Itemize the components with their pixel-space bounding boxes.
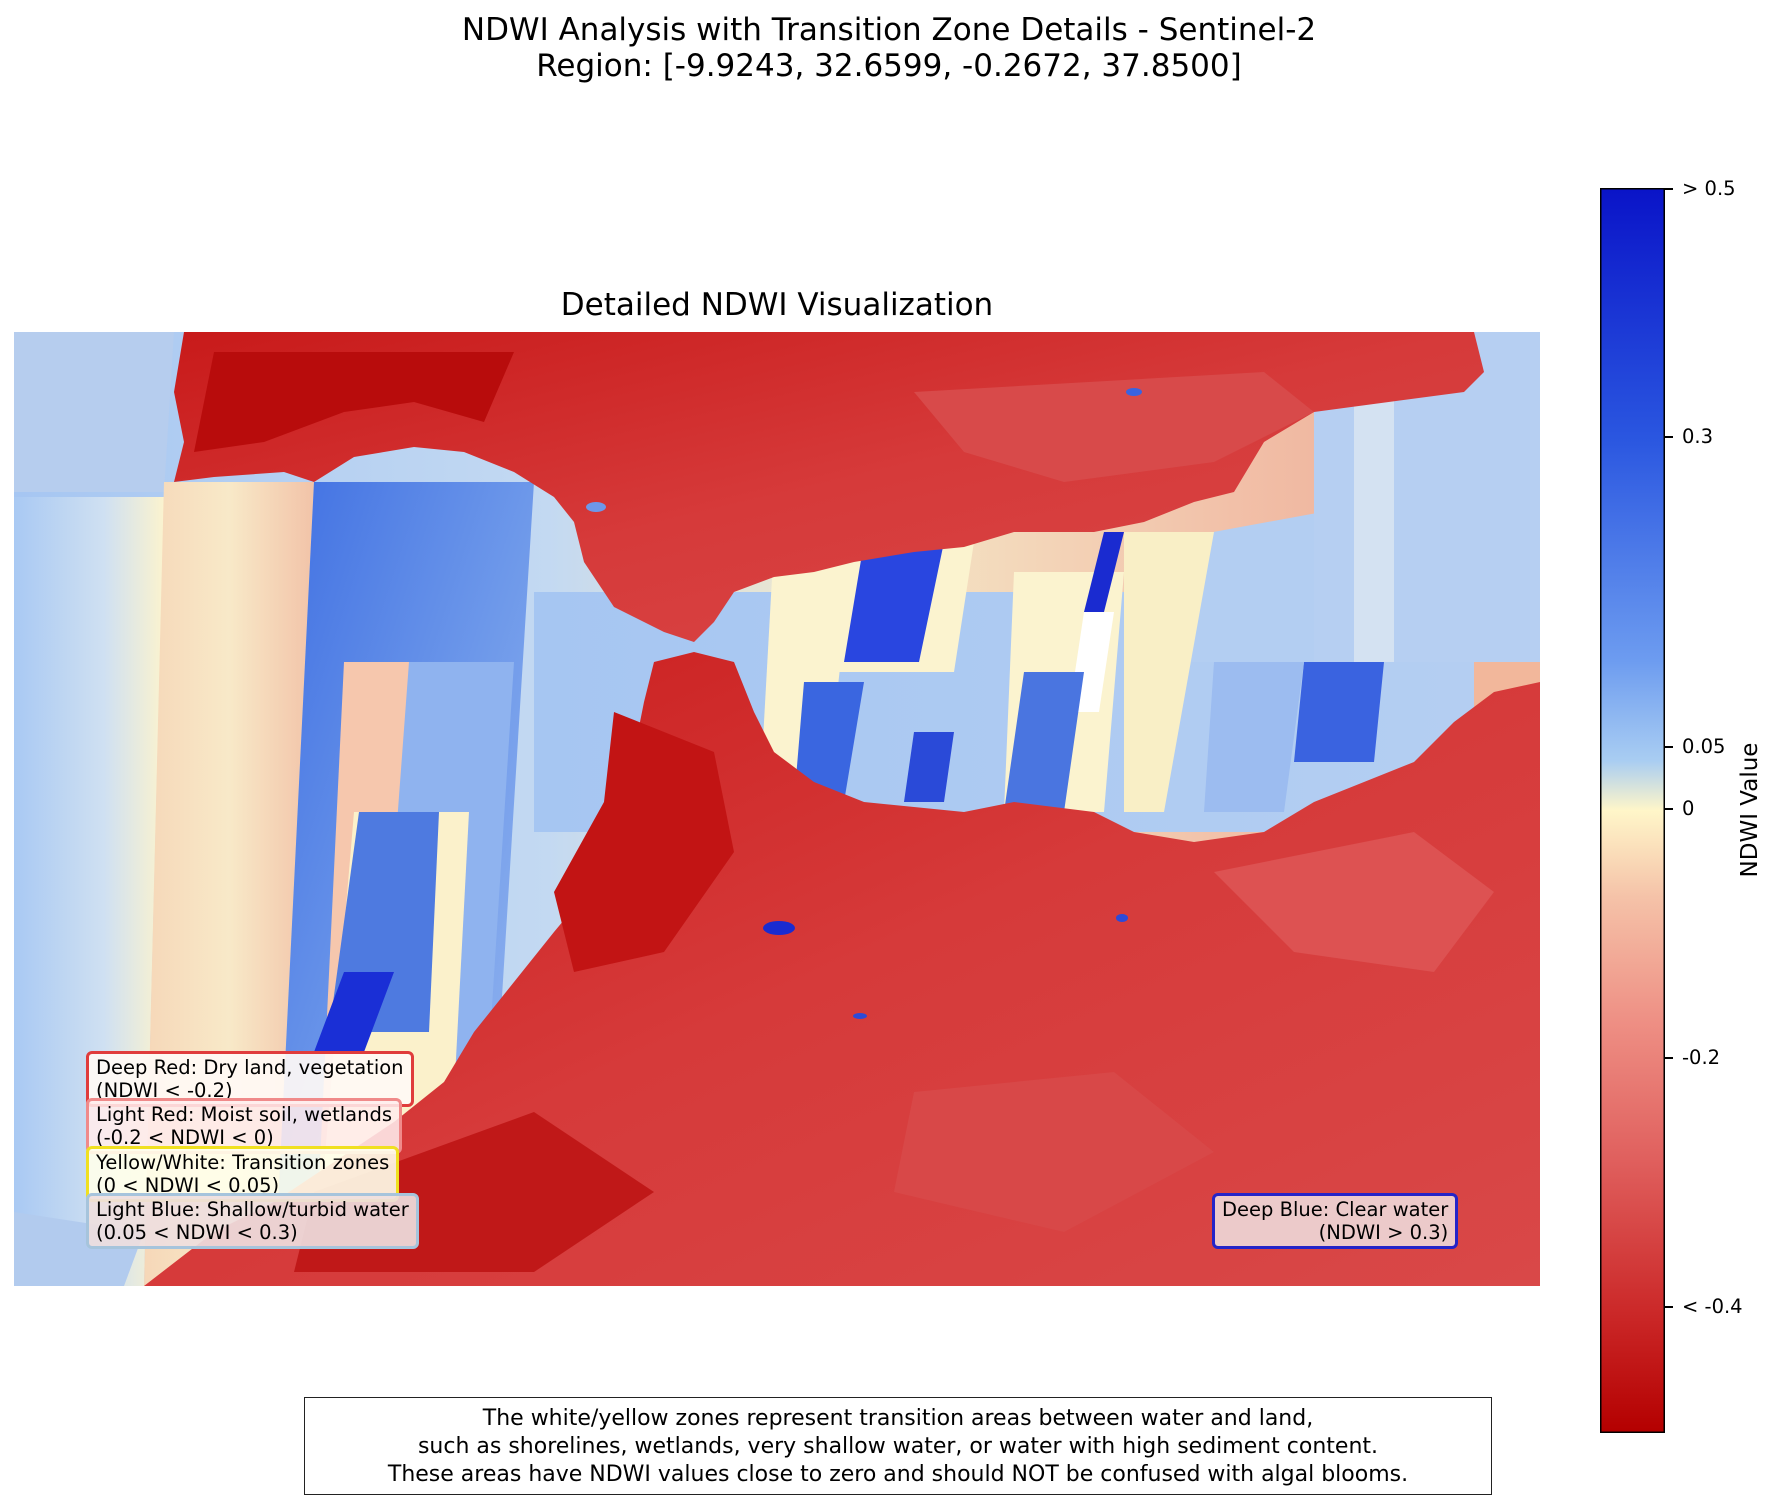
- legend-light-red-line2: (-0.2 < NDWI < 0): [96, 1126, 274, 1149]
- legend-deep-blue-line1: Deep Blue: Clear water: [1222, 1198, 1449, 1221]
- figure-title-line1: NDWI Analysis with Transition Zone Detai…: [461, 12, 1317, 48]
- deep-water-patch: [904, 732, 954, 802]
- colorbar-tick-label: 0.3: [1682, 425, 1714, 448]
- deep-water-patch: [844, 542, 944, 662]
- dry-land-region: [194, 352, 514, 452]
- legend-deep-red-line1: Deep Red: Dry land, vegetation: [96, 1056, 404, 1079]
- deep-water-patch: [794, 682, 864, 802]
- ndwi-raster-map: [14, 332, 1540, 1286]
- dry-land-region: [554, 712, 734, 972]
- figure-title-line2: Region: [-9.9243, 32.6599, -0.2672, 37.8…: [536, 48, 1242, 84]
- colorbar-tick-label: < -0.4: [1682, 1295, 1743, 1318]
- legend-deep-blue-line2: (NDWI > 0.3): [1318, 1221, 1449, 1244]
- reservoir: [763, 921, 795, 935]
- legend-yellow-line2: (0 < NDWI < 0.05): [96, 1174, 280, 1197]
- colorbar-tick: [1665, 808, 1673, 810]
- colorbar-label: NDWI Value: [1737, 742, 1763, 878]
- legend-light-blue: Light Blue: Shallow/turbid water (0.05 <…: [86, 1193, 419, 1249]
- estuary: [586, 502, 606, 512]
- legend-deep-red-line2: (NDWI < -0.2): [96, 1079, 233, 1102]
- transition-strip: [1124, 532, 1214, 812]
- deep-water-patch: [1084, 532, 1124, 612]
- note-line3: These areas have NDWI values close to ze…: [387, 1462, 1409, 1487]
- map-title: Detailed NDWI Visualization: [560, 287, 994, 323]
- legend-yellow: Yellow/White: Transition zones (0 < NDWI…: [86, 1146, 400, 1202]
- legend-light-red-line1: Light Red: Moist soil, wetlands: [96, 1103, 393, 1126]
- moist-land-region: [914, 372, 1314, 482]
- colorbar-tick: [1665, 436, 1673, 438]
- colorbar: [1600, 188, 1665, 1433]
- ocean-tile: [1004, 672, 1084, 812]
- note-line1: The white/yellow zones represent transit…: [482, 1406, 1314, 1431]
- figure-title: NDWI Analysis with Transition Zone Detai…: [0, 12, 1778, 84]
- legend-yellow-line1: Yellow/White: Transition zones: [96, 1151, 390, 1174]
- legend-light-blue-line2: (0.05 < NDWI < 0.3): [96, 1221, 298, 1244]
- reservoir: [1126, 388, 1142, 396]
- colorbar-tick-label: -0.2: [1682, 1046, 1721, 1069]
- colorbar-tick-label: 0: [1682, 797, 1695, 820]
- ocean-tile: [14, 332, 174, 492]
- colorbar-tick-label: > 0.5: [1682, 177, 1736, 200]
- reservoir: [1116, 914, 1128, 922]
- note-line2: such as shorelines, wetlands, very shall…: [417, 1434, 1379, 1459]
- deep-water-patch: [314, 972, 394, 1052]
- explanation-note: The white/yellow zones represent transit…: [304, 1397, 1492, 1495]
- legend-deep-red: Deep Red: Dry land, vegetation (NDWI < -…: [86, 1051, 414, 1107]
- colorbar-tick: [1665, 746, 1673, 748]
- moist-land-region: [1214, 832, 1494, 972]
- colorbar-tick-label: 0.05: [1682, 735, 1726, 758]
- colorbar-tick: [1665, 1306, 1673, 1308]
- colorbar-tick: [1665, 188, 1673, 190]
- ocean-tile: [1204, 662, 1304, 812]
- legend-light-blue-line1: Light Blue: Shallow/turbid water: [96, 1198, 409, 1221]
- moist-land-region: [894, 1072, 1214, 1232]
- legend-deep-blue: Deep Blue: Clear water (NDWI > 0.3): [1212, 1193, 1459, 1249]
- reservoir: [853, 1013, 867, 1019]
- deep-water-patch: [1294, 662, 1384, 762]
- colorbar-tick: [1665, 1057, 1673, 1059]
- ocean-tile: [1354, 332, 1394, 662]
